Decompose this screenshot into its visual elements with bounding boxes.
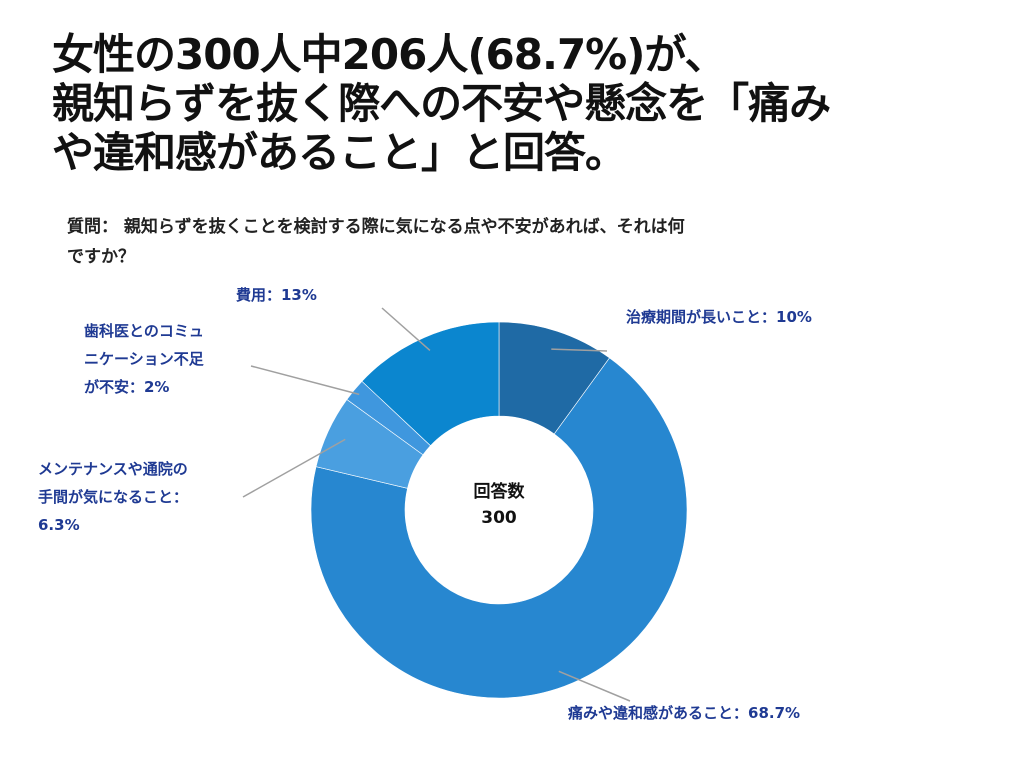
- headline-line-2: 親知らずを抜く際への不安や懸念を「痛み: [52, 79, 831, 128]
- headline: 女性の300人中206人(68.7%)が、 親知らずを抜く際への不安や懸念を「痛…: [52, 30, 1002, 177]
- slice-label-line: 歯科医とのコミュ: [84, 322, 204, 340]
- slice-label-line: 6.3%: [38, 516, 80, 534]
- leader-line: [551, 348, 608, 352]
- survey-question-line-2: ですか？: [67, 247, 135, 267]
- slice-label: メンテナンスや通院の手間が気になること： 6.3%: [38, 460, 188, 534]
- slice-label: 歯科医とのコミュニケーション不足が不安：2%: [84, 322, 205, 396]
- slice-label: 痛みや違和感があること：68.7%: [567, 704, 800, 722]
- slice-label-line: が不安：2%: [84, 378, 169, 396]
- donut-slices: [310, 321, 688, 699]
- donut-slice: [310, 357, 688, 699]
- center-label-count: 300: [481, 508, 517, 528]
- leader-line: [381, 307, 431, 351]
- slice-label-line: 痛みや違和感があること：68.7%: [567, 704, 800, 722]
- slice-label-line: ニケーション不足: [84, 350, 205, 368]
- slice-labels: 治療期間が長いこと：10% 痛みや違和感があること：68.7% メンテナンスや通院の…: [38, 286, 812, 722]
- center-label-title: 回答数: [474, 481, 526, 502]
- slice-label-line: 費用：13%: [236, 286, 317, 304]
- slice-label: 費用：13%: [236, 286, 317, 304]
- leader-line: [250, 365, 360, 396]
- donut-slice: [361, 321, 500, 447]
- slice-label-line: 手間が気になること：: [38, 488, 188, 506]
- leader-line: [558, 670, 631, 702]
- headline-line-1: 女性の300人中206人(68.7%)が、: [52, 30, 727, 79]
- survey-question: 質問： 親知らずを抜くことを検討する際に気になる点や不安があれば、それは何 です…: [67, 212, 957, 272]
- survey-question-line-1: 質問： 親知らずを抜くことを検討する際に気になる点や不安があれば、それは何: [67, 217, 685, 237]
- slice-label-line: 治療期間が長いこと：10%: [626, 308, 812, 326]
- headline-line-3: や違和感があること」と回答。: [52, 128, 627, 177]
- donut-center: 回答数 300: [474, 481, 526, 528]
- slice-label-line: メンテナンスや通院の: [38, 460, 188, 478]
- leader-lines: [242, 307, 631, 702]
- slice-label: 治療期間が長いこと：10%: [626, 308, 812, 326]
- leader-line: [242, 438, 346, 498]
